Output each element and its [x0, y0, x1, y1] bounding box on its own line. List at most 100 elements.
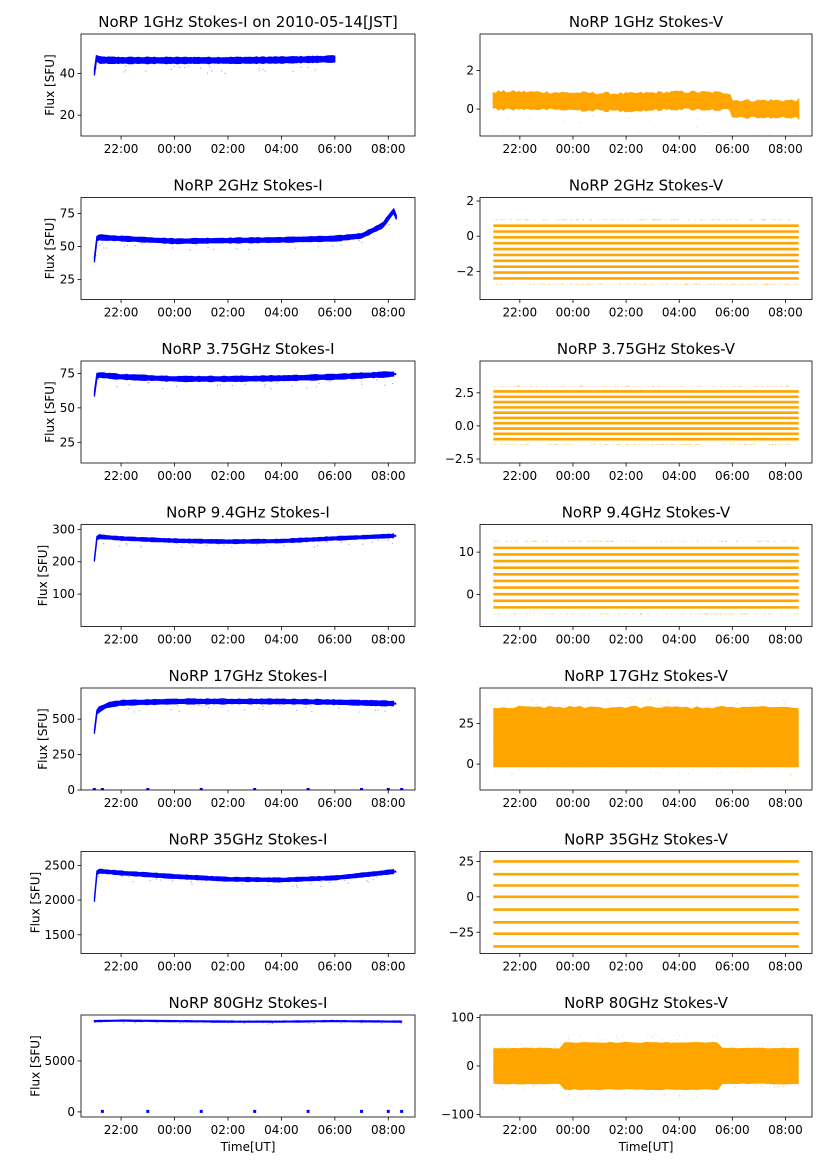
dropout-point	[199, 1109, 203, 1113]
data-point	[561, 540, 563, 542]
x-tick-label: 06:00	[715, 469, 750, 483]
data-point	[653, 219, 655, 221]
data-point	[749, 1044, 751, 1046]
data-point	[641, 443, 644, 446]
data-point	[626, 443, 628, 446]
data-point	[768, 613, 770, 615]
data-point	[292, 885, 294, 887]
data-point	[204, 704, 206, 707]
data-point	[788, 219, 791, 221]
y-tick-label: 25	[60, 435, 75, 449]
data-point	[377, 709, 379, 711]
data-point	[769, 613, 771, 615]
data-point	[685, 1037, 687, 1039]
series-band	[93, 371, 395, 397]
data-point	[656, 613, 658, 615]
data-point	[676, 613, 679, 615]
data-point	[670, 540, 672, 542]
data-point	[781, 613, 783, 615]
data-point	[757, 1044, 759, 1046]
data-point	[264, 383, 266, 386]
data-point	[719, 283, 721, 285]
data-point	[744, 770, 747, 772]
data-point	[500, 219, 502, 221]
data-point	[673, 1092, 676, 1094]
data-point	[684, 443, 686, 446]
data-point	[676, 283, 678, 285]
data-point	[696, 613, 698, 615]
data-point	[550, 613, 553, 615]
x-tick-label: 22:00	[503, 469, 538, 483]
data-point	[144, 70, 147, 72]
x-tick-label: 22:00	[104, 306, 139, 320]
data-point	[733, 283, 736, 285]
data-point	[793, 613, 796, 615]
data-point	[753, 283, 755, 285]
data-point	[497, 540, 500, 542]
data-point	[747, 443, 749, 446]
data-point	[600, 540, 602, 542]
x-tick-label: 22:00	[104, 142, 139, 156]
data-point	[134, 244, 137, 247]
x-tick-label: 00:00	[157, 796, 192, 810]
data-point	[749, 219, 751, 221]
data-point	[638, 132, 640, 134]
data-point	[566, 613, 568, 615]
data-point	[767, 540, 769, 542]
data-point	[777, 768, 779, 770]
data-point	[561, 385, 563, 387]
data-point	[494, 540, 496, 542]
data-point	[148, 381, 150, 384]
x-tick-label: 08:00	[768, 633, 803, 647]
data-point	[628, 117, 630, 119]
data-point	[546, 848, 547, 849]
data-point	[523, 1088, 525, 1090]
data-point	[503, 848, 504, 849]
data-point	[666, 283, 668, 285]
x-tick-label: 08:00	[768, 142, 803, 156]
data-point	[766, 283, 768, 285]
x-tick-label: 06:00	[318, 142, 353, 156]
data-point	[101, 243, 103, 245]
data-point	[227, 710, 229, 712]
y-axis-label: Flux [SFU]	[43, 381, 57, 442]
data-point	[599, 540, 601, 542]
data-point	[795, 770, 798, 772]
data-point	[217, 544, 220, 546]
data-point	[640, 613, 642, 615]
data-point	[537, 1085, 540, 1087]
data-point	[500, 283, 502, 285]
data-point	[781, 848, 782, 849]
data-point	[576, 219, 578, 221]
data-point	[649, 771, 652, 773]
data-point	[195, 244, 198, 246]
data-point	[371, 541, 373, 543]
data-point	[756, 959, 757, 960]
data-point	[758, 540, 760, 542]
data-point	[745, 700, 747, 702]
data-point	[227, 1022, 230, 1024]
data-point	[361, 383, 363, 385]
data-point	[691, 1095, 694, 1097]
y-tick-label: 300	[52, 522, 75, 536]
y-tick-label: 25	[459, 854, 474, 868]
data-point	[643, 219, 645, 221]
data-point	[657, 959, 658, 960]
data-point	[664, 385, 666, 387]
data-point	[570, 219, 572, 221]
chart-title: NoRP 1GHz Stokes-V	[569, 13, 724, 31]
chart-v2: −2 0 2 22:00 00:00 02:00 04:00 06:00 08:00 NoRP 2…	[456, 177, 813, 320]
data-point	[624, 613, 626, 615]
data-point	[743, 385, 745, 387]
data-point	[400, 1023, 402, 1025]
data-point	[602, 385, 604, 387]
data-point	[244, 384, 246, 386]
data-point	[697, 697, 699, 699]
data-point	[607, 443, 609, 446]
data-point	[789, 139, 790, 140]
data-point	[633, 613, 635, 615]
data-point	[573, 540, 575, 542]
data-point	[361, 241, 363, 244]
x-tick-label: 08:00	[371, 633, 406, 647]
data-point	[141, 1021, 143, 1023]
